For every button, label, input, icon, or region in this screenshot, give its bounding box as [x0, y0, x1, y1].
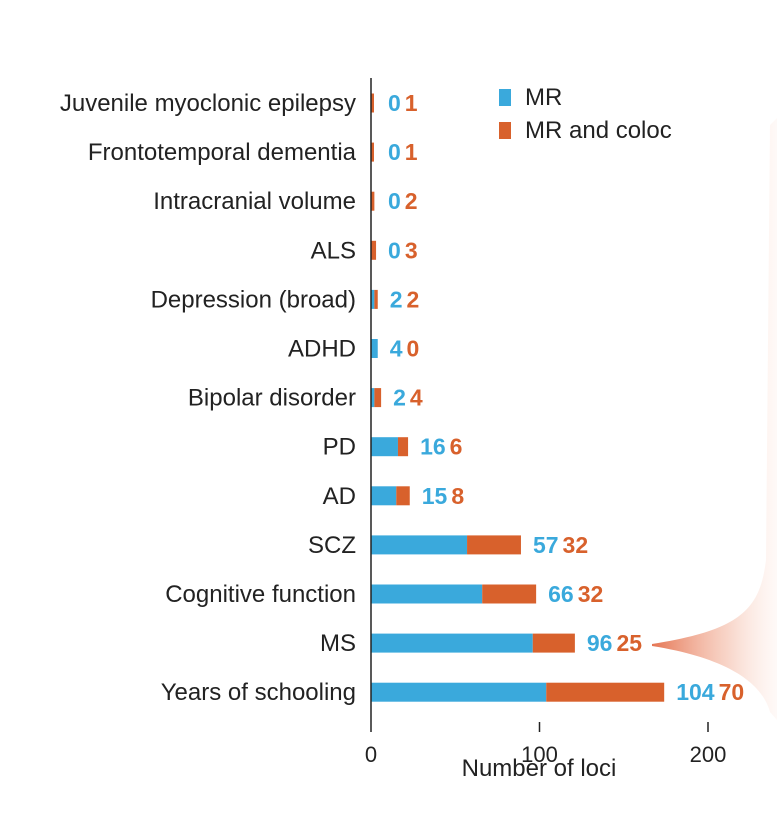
- value-label-coloc-scz: 32: [563, 532, 589, 558]
- category-label-years-of-schooling: Years of schooling: [161, 679, 356, 706]
- value-label-mr-adhd: 4: [390, 336, 403, 362]
- bar-coloc-frontotemporal-dementia: [371, 142, 374, 162]
- value-label-coloc-depression-broad: 2: [407, 286, 420, 312]
- value-label-coloc-frontotemporal-dementia: 1: [405, 139, 418, 165]
- value-label-mr-pd: 16: [420, 434, 446, 460]
- value-label-coloc-pd: 6: [450, 434, 463, 460]
- value-label-coloc-cognitive-function: 32: [578, 581, 604, 607]
- value-label-mr-ad: 15: [422, 483, 448, 509]
- bar-coloc-pd: [397, 437, 409, 457]
- bar-coloc-depression-broad: [374, 289, 378, 309]
- bar-mr-depression-broad: [371, 289, 375, 309]
- value-label-mr-ms: 96: [587, 630, 613, 656]
- x-tick-label-0: 0: [365, 742, 377, 767]
- category-label-adhd: ADHD: [288, 336, 356, 363]
- bar-coloc-bipolar-disorder: [374, 388, 382, 408]
- bar-mr-adhd: [371, 339, 378, 358]
- category-label-ad: AD: [323, 483, 356, 510]
- x-axis-title: Number of loci: [462, 755, 617, 782]
- category-label-intracranial-volume: Intracranial volume: [153, 188, 356, 215]
- category-label-ms: MS: [320, 630, 356, 657]
- bar-mr-years-of-schooling: [371, 682, 547, 702]
- category-label-cognitive-function: Cognitive function: [165, 581, 356, 608]
- category-label-scz: SCZ: [308, 532, 356, 559]
- value-label-coloc-als: 3: [405, 237, 418, 263]
- value-label-mr-years-of-schooling: 104: [676, 679, 715, 705]
- value-label-mr-frontotemporal-dementia: 0: [388, 139, 401, 165]
- bar-coloc-juvenile-myoclonic-epilepsy: [371, 93, 374, 113]
- value-label-coloc-intracranial-volume: 2: [405, 188, 418, 214]
- value-label-coloc-years-of-schooling: 70: [719, 679, 745, 705]
- value-label-coloc-ad: 8: [451, 483, 464, 509]
- bar-coloc-ms: [532, 633, 575, 653]
- value-label-coloc-adhd: 0: [407, 336, 420, 362]
- x-tick-label-200: 200: [690, 742, 727, 767]
- value-label-mr-juvenile-myoclonic-epilepsy: 0: [388, 90, 401, 116]
- category-label-bipolar-disorder: Bipolar disorder: [188, 385, 356, 412]
- bar-coloc-ad: [396, 486, 410, 506]
- value-label-mr-bipolar-disorder: 2: [393, 385, 406, 411]
- legend-swatch-mr: [499, 89, 511, 106]
- value-label-mr-depression-broad: 2: [390, 286, 403, 312]
- category-label-juvenile-myoclonic-epilepsy: Juvenile myoclonic epilepsy: [60, 90, 356, 117]
- bar-mr-scz: [371, 535, 468, 555]
- value-label-mr-scz: 57: [533, 532, 559, 558]
- value-label-mr-intracranial-volume: 0: [388, 188, 401, 214]
- x-axis-ticks: 0 100 200: [365, 722, 726, 767]
- bar-coloc-cognitive-function: [482, 584, 537, 604]
- bar-coloc-scz: [467, 535, 521, 555]
- category-label-pd: PD: [323, 434, 356, 461]
- zoom-bracket-highlight: [652, 118, 777, 720]
- value-label-mr-cognitive-function: 66: [548, 581, 574, 607]
- bar-mr-ms: [371, 633, 533, 653]
- category-label-als: ALS: [311, 237, 356, 264]
- value-label-coloc-bipolar-disorder: 4: [410, 385, 423, 411]
- value-label-mr-als: 0: [388, 237, 401, 263]
- category-labels: Juvenile myoclonic epilepsy Frontotempora…: [60, 90, 357, 706]
- legend-label-mr-and-coloc: MR and coloc: [525, 117, 672, 144]
- x-tick-label-100: 100: [521, 742, 558, 767]
- bar-mr-cognitive-function: [371, 584, 483, 604]
- legend-label-mr: MR: [525, 84, 562, 111]
- bar-coloc-als: [371, 240, 377, 260]
- value-label-coloc-juvenile-myoclonic-epilepsy: 1: [405, 90, 418, 116]
- bar-coloc-intracranial-volume: [371, 191, 375, 211]
- category-label-depression-broad: Depression (broad): [151, 286, 356, 313]
- value-label-coloc-ms: 25: [616, 630, 642, 656]
- bar-mr-pd: [371, 437, 398, 457]
- bar-coloc-years-of-schooling: [546, 682, 665, 702]
- legend-swatch-mr-and-coloc: [499, 122, 511, 139]
- bars-layer: [371, 93, 665, 702]
- legend: MR MR and coloc: [499, 84, 672, 144]
- category-label-frontotemporal-dementia: Frontotemporal dementia: [88, 139, 357, 166]
- bar-mr-ad: [371, 486, 397, 506]
- bar-mr-bipolar-disorder: [371, 388, 375, 408]
